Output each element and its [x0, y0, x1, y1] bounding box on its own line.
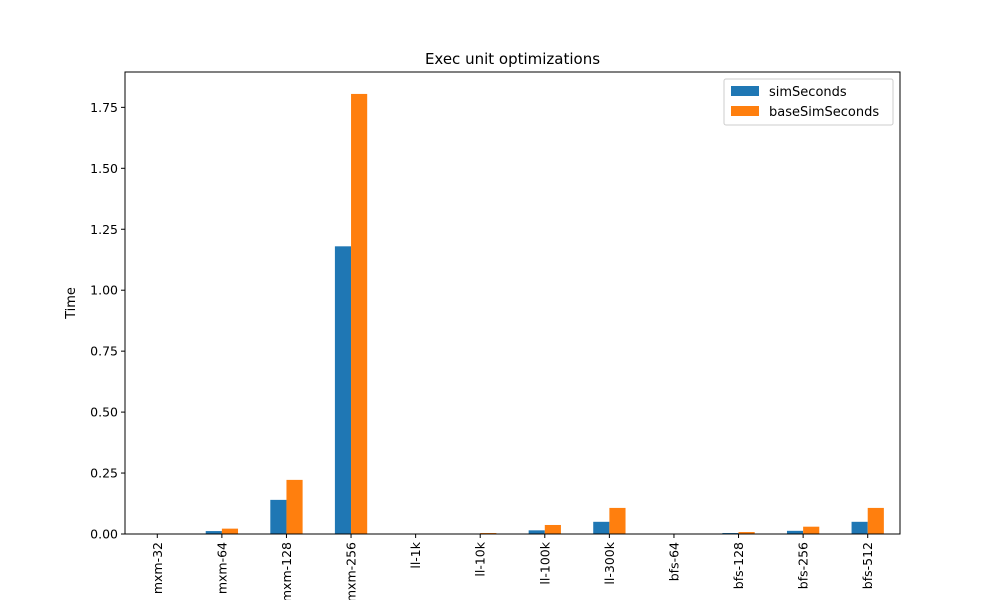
bar-simSeconds-mxm-256 — [334, 246, 352, 534]
x-axis: mxm-32 mxm-64 mxm-128 mxm-256 ll-1k ll-10k ll-… — [150, 534, 875, 600]
x-tick-label-ll-300k: ll-300k — [602, 541, 617, 584]
bar-simSeconds-ll-300k — [593, 521, 610, 534]
legend: simSeconds baseSimSeconds — [723, 78, 894, 126]
x-tick-label-ll-10k: ll-10k — [473, 541, 488, 576]
bar-baseSimSeconds-bfs-512 — [867, 507, 884, 534]
x-tick-label-mxm-128: mxm-128 — [279, 542, 294, 600]
legend-swatch-simSeconds — [731, 86, 759, 96]
bar-simSeconds-ll-100k — [528, 530, 545, 534]
x-tick-label-mxm-256: mxm-256 — [344, 542, 359, 600]
bar-baseSimSeconds-mxm-128 — [286, 479, 303, 534]
chart-title: Exec unit optimizations — [425, 50, 600, 68]
bar-baseSimSeconds-bfs-128 — [738, 532, 755, 534]
x-tick-label-mxm-32: mxm-32 — [150, 542, 165, 594]
bar-simSeconds-bfs-512 — [851, 521, 868, 534]
y-axis: 0.00 0.25 0.50 0.75 1.00 1.25 1.50 1.75 — [90, 100, 125, 542]
x-tick-label-mxm-64: mxm-64 — [214, 542, 229, 594]
y-tick-label: 1.75 — [90, 100, 118, 115]
bar-simSeconds-bfs-256 — [786, 530, 804, 534]
y-tick-label: 1.50 — [90, 161, 118, 176]
y-tick-label: 1.00 — [90, 283, 118, 298]
x-tick-label-bfs-128: bfs-128 — [731, 542, 746, 589]
y-axis-label: Time — [64, 287, 79, 320]
x-tick-label-bfs-64: bfs-64 — [666, 542, 681, 581]
y-tick-label: 0.75 — [90, 344, 118, 359]
x-tick-label-bfs-512: bfs-512 — [860, 542, 875, 589]
bar-baseSimSeconds-bfs-256 — [803, 526, 820, 534]
bar-baseSimSeconds-ll-100k — [544, 524, 561, 534]
x-tick-label-ll-100k: ll-100k — [537, 541, 552, 584]
legend-swatch-baseSimSeconds — [731, 106, 759, 116]
x-tick-label-bfs-256: bfs-256 — [796, 542, 811, 589]
x-tick-label-ll-1k: ll-1k — [408, 541, 423, 568]
legend-box — [723, 78, 894, 126]
bars-group — [141, 93, 884, 534]
legend-label-baseSimSeconds: baseSimSeconds — [769, 105, 879, 120]
bar-baseSimSeconds-mxm-256 — [351, 93, 368, 534]
y-tick-label: 0.00 — [90, 527, 118, 542]
bar-baseSimSeconds-mxm-64 — [221, 528, 239, 534]
legend-label-simSeconds: simSeconds — [769, 85, 847, 100]
y-tick-label: 0.50 — [90, 405, 118, 420]
y-tick-label: 1.25 — [90, 222, 118, 237]
plot-frame — [124, 71, 901, 535]
bar-simSeconds-mxm-64 — [205, 531, 222, 534]
bar-simSeconds-mxm-128 — [270, 499, 287, 534]
y-tick-label: 0.25 — [90, 466, 118, 481]
bar-baseSimSeconds-ll-300k — [609, 507, 626, 534]
